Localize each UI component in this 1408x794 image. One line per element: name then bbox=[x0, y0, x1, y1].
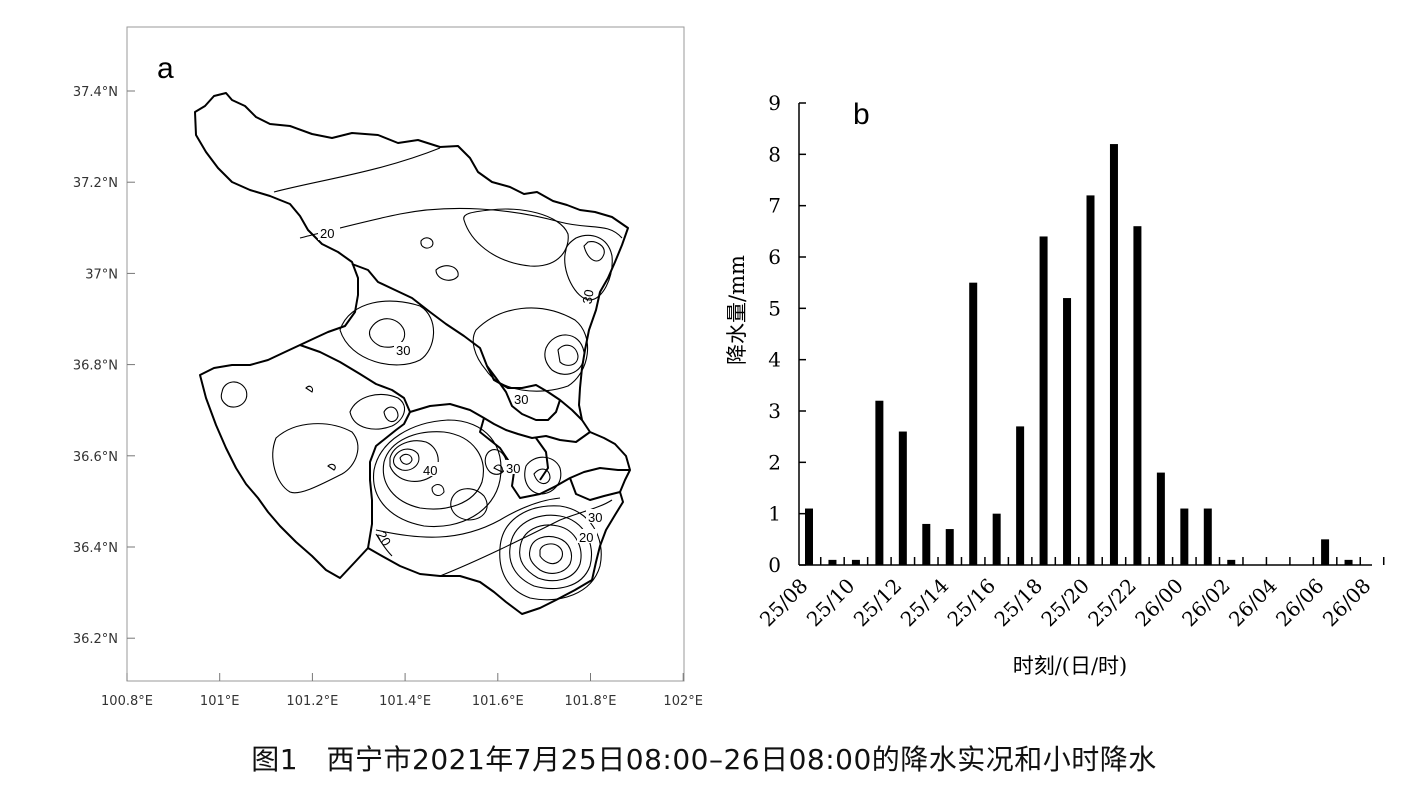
bar bbox=[1086, 195, 1095, 565]
contour-label: 30 bbox=[506, 461, 520, 476]
y-tick-label: 2 bbox=[768, 450, 781, 474]
bar bbox=[922, 523, 931, 565]
y-tick-label: 6 bbox=[768, 245, 781, 269]
latitude-axis: 37.4°N 37.2°N 37°N 36.8°N 36.6°N 36.4°N 36.2°N bbox=[73, 85, 135, 647]
y-tick-label: 0 bbox=[768, 553, 781, 577]
bar bbox=[1039, 236, 1048, 565]
bar bbox=[945, 529, 954, 565]
figure-caption: 图1 西宁市2021年7月25日08:00–26日08:00的降水实况和小时降水 bbox=[251, 743, 1157, 776]
x-tick-label: 26/00 bbox=[1130, 574, 1188, 632]
x-tick-label: 25/16 bbox=[942, 574, 1000, 632]
x-tick-label: 26/02 bbox=[1177, 574, 1235, 632]
y-tick-label: 4 bbox=[768, 348, 781, 372]
lon-tick-label: 100.8°E bbox=[101, 694, 153, 709]
contour-label: 30 bbox=[588, 510, 602, 525]
lon-tick-label: 101.4°E bbox=[379, 694, 431, 709]
y-tick-label: 3 bbox=[768, 399, 781, 423]
panel-b-label: b bbox=[853, 98, 870, 131]
bar bbox=[1344, 559, 1353, 565]
contour-label: 30 bbox=[396, 343, 410, 358]
y-tick-label: 9 bbox=[768, 91, 781, 115]
y-tick-label: 7 bbox=[768, 194, 781, 218]
contour-label: 30 bbox=[579, 288, 596, 305]
bar bbox=[1063, 298, 1072, 565]
lon-tick-label: 101.2°E bbox=[286, 694, 338, 709]
bar bbox=[898, 431, 907, 565]
lat-tick-label: 37.2°N bbox=[73, 176, 118, 191]
contour-labels: 20 30 40 30 30 20 30 30 20 bbox=[318, 226, 606, 549]
y-tick-label: 5 bbox=[768, 296, 781, 320]
bar bbox=[828, 559, 837, 565]
x-tick-label: 25/12 bbox=[849, 574, 907, 632]
panel-a-label: a bbox=[157, 52, 174, 85]
contour-label: 20 bbox=[374, 529, 394, 549]
bar bbox=[1203, 508, 1212, 565]
x-tick-label: 25/10 bbox=[802, 574, 860, 632]
bar bbox=[1227, 559, 1236, 565]
lat-tick-label: 37°N bbox=[85, 267, 118, 282]
bar bbox=[1016, 426, 1025, 565]
x-tick-label: 25/22 bbox=[1083, 574, 1141, 632]
y-axis-title: 降水量/mm bbox=[725, 255, 749, 365]
lat-tick-label: 36.2°N bbox=[73, 632, 118, 647]
lon-tick-label: 101°E bbox=[200, 694, 240, 709]
bar bbox=[992, 513, 1001, 565]
contour-label: 20 bbox=[579, 530, 593, 545]
bar bbox=[1133, 226, 1142, 565]
x-tick-label: 25/20 bbox=[1036, 574, 1094, 632]
lon-tick-label: 101.8°E bbox=[565, 694, 617, 709]
y-axis-ticks: 0 1 2 3 4 5 6 7 8 9 bbox=[768, 91, 806, 577]
y-tick-label: 1 bbox=[768, 502, 781, 526]
x-tick-label: 26/06 bbox=[1271, 574, 1329, 632]
lat-tick-label: 36.8°N bbox=[73, 359, 118, 374]
x-tick-label: 25/18 bbox=[989, 574, 1047, 632]
bar bbox=[851, 559, 860, 565]
bar bbox=[969, 282, 978, 565]
bar bbox=[1109, 144, 1118, 566]
x-tick-label: 26/08 bbox=[1318, 574, 1376, 632]
bar bbox=[875, 400, 884, 565]
lat-tick-label: 37.4°N bbox=[73, 85, 118, 100]
lat-tick-label: 36.6°N bbox=[73, 450, 118, 465]
bar-series bbox=[805, 144, 1353, 566]
contour-label: 30 bbox=[514, 392, 528, 407]
x-tick-label: 26/04 bbox=[1224, 574, 1282, 632]
contour-label: 20 bbox=[320, 226, 334, 241]
isohyet-contours bbox=[220, 147, 623, 601]
panel-b-bar-chart: 0 1 2 3 4 5 6 7 8 9 25/0825/1025/1225/1425/1625/1… bbox=[725, 91, 1385, 678]
x-tick-label: 25/14 bbox=[896, 574, 954, 632]
contour-label: 40 bbox=[423, 463, 437, 478]
lon-tick-label: 101.6°E bbox=[472, 694, 524, 709]
lon-tick-label: 102°E bbox=[663, 694, 703, 709]
bar bbox=[805, 508, 813, 565]
x-tick-label: 25/08 bbox=[755, 574, 813, 632]
lat-tick-label: 36.4°N bbox=[73, 541, 118, 556]
x-axis-title: 时刻/(日/时) bbox=[1013, 654, 1128, 678]
x-axis-ticks: 25/0825/1025/1225/1425/1625/1825/2025/22… bbox=[755, 557, 1385, 632]
panel-a-map: a 37.4°N 37.2°N 37°N 36.8°N 36.6°N 36.4°N 36.2… bbox=[73, 26, 703, 709]
bar bbox=[1321, 539, 1330, 565]
longitude-axis: 100.8°E 101°E 101.2°E 101.4°E 101.6°E 101.8°E… bbox=[101, 673, 703, 709]
bar bbox=[1180, 508, 1189, 565]
bar bbox=[1156, 472, 1165, 565]
y-tick-label: 8 bbox=[768, 142, 781, 166]
